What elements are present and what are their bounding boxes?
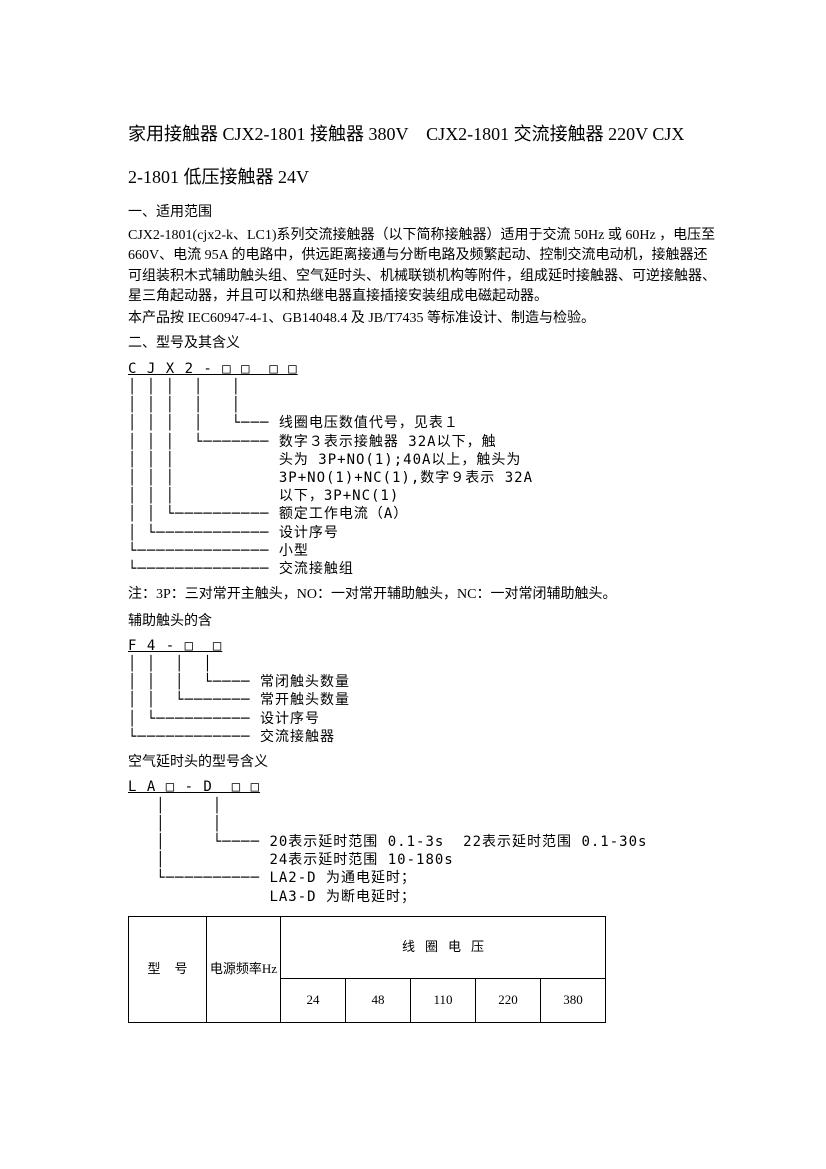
diagram2-code: F 4 - □ □ bbox=[128, 638, 222, 654]
d2-l2: 常开触头数量 bbox=[260, 692, 350, 708]
header-volt: 线圈电压 bbox=[281, 916, 606, 978]
page-title-line1: 家用接触器 CJX2-1801 接触器 380V CJX2-1801 交流接触器… bbox=[128, 120, 716, 149]
page-title-line2: 2-1801 低压接触器 24V bbox=[128, 163, 716, 192]
volt-cell: 220 bbox=[476, 978, 541, 1022]
d3-l1: 20表示延时范围 0.1-3s 22表示延时范围 0.1-30s bbox=[269, 834, 647, 850]
paragraph-2: 本产品按 IEC60947-4-1、GB14048.4 及 JB/T7435 等… bbox=[128, 309, 716, 329]
model-diagram-2: F 4 - □ □ │ │ │ │ │ │ │ └──── 常闭触头数量 │ │… bbox=[128, 637, 716, 746]
model-diagram-3: L A □ - D □ □ │ │ │ │ │ └──── 20表示延时范围 0… bbox=[128, 778, 716, 905]
d3-l3: LA2-D 为通电延时； bbox=[269, 870, 416, 886]
d1-l2: 数字３表示接触器 32A以下，触 bbox=[279, 434, 497, 450]
spec-table: 型号 电源频率Hz 线圈电压 24 48 110 220 380 bbox=[128, 916, 606, 1023]
header-model: 型号 bbox=[129, 916, 207, 1022]
diagram3-code: L A □ - D □ □ bbox=[128, 779, 260, 795]
volt-cell: 48 bbox=[346, 978, 411, 1022]
d1-l9: 交流接触组 bbox=[279, 561, 354, 577]
d2-l1: 常闭触头数量 bbox=[260, 674, 350, 690]
d1-l7: 设计序号 bbox=[279, 525, 339, 541]
d1-l4: 3P+NO(1)+NC(1),数字９表示 32A bbox=[279, 470, 533, 486]
section1-heading: 一、适用范围 bbox=[128, 202, 716, 224]
d3-l2: 24表示延时范围 10-180s bbox=[269, 852, 453, 868]
volt-cell: 110 bbox=[411, 978, 476, 1022]
paragraph-1: CJX2-1801(cjx2-k、LC1)系列交流接触器（以下简称接触器）适用于… bbox=[128, 226, 716, 307]
note-2: 辅助触头的含 bbox=[128, 611, 716, 633]
d1-l8: 小型 bbox=[279, 543, 309, 559]
note-1: 注：3P：三对常开主触头，NO：一对常开辅助触头，NC：一对常闭辅助触头。 bbox=[128, 584, 716, 606]
volt-cell: 24 bbox=[281, 978, 346, 1022]
d1-l1: 线圈电压数值代号，见表１ bbox=[279, 415, 459, 431]
volt-cell: 380 bbox=[541, 978, 606, 1022]
d1-l6: 额定工作电流（A） bbox=[279, 506, 408, 522]
section2-heading: 二、型号及其含义 bbox=[128, 333, 716, 355]
table-row: 型号 电源频率Hz 线圈电压 bbox=[129, 916, 606, 978]
diagram1-code: C J X 2 - □ □ □ □ bbox=[128, 361, 298, 377]
d3-l4: LA3-D 为断电延时； bbox=[269, 889, 416, 905]
header-freq: 电源频率Hz bbox=[207, 916, 281, 1022]
d2-l3: 设计序号 bbox=[260, 711, 320, 727]
d1-l5: 以下，3P+NC(1) bbox=[279, 488, 399, 504]
d1-l3: 头为 3P+NO(1);40A以上，触头为 bbox=[279, 452, 522, 468]
model-diagram-1: C J X 2 - □ □ □ □ │ │ │ │ │ │ │ │ │ │ │ … bbox=[128, 360, 716, 578]
d2-l4: 交流接触器 bbox=[260, 729, 335, 745]
section3-heading: 空气延时头的型号含义 bbox=[128, 752, 716, 774]
